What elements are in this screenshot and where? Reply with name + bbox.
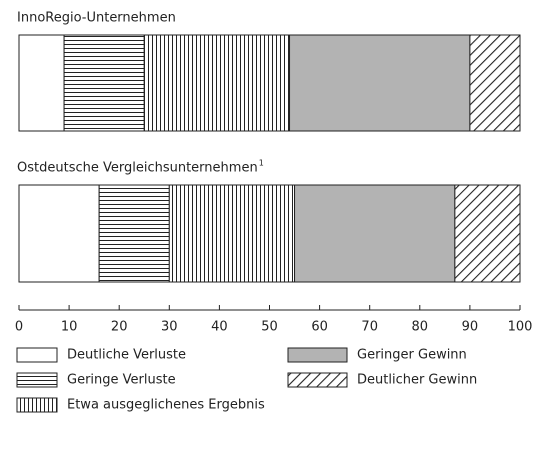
x-tick-label: 80: [412, 320, 429, 335]
legend-label: Etwa ausgeglichenes Ergebnis: [67, 398, 265, 413]
x-tick-label: 40: [211, 320, 228, 335]
bar-segment: [294, 184, 456, 283]
x-tick-label: 100: [508, 320, 533, 335]
x-tick-label: 10: [61, 320, 78, 335]
x-tick-label: 90: [462, 320, 479, 335]
legend-swatch: [16, 397, 58, 413]
legend-label: Geringe Verluste: [67, 373, 176, 388]
legend-swatch: [287, 372, 348, 388]
bar-title: Ostdeutsche Vergleichsunternehmen: [17, 161, 258, 176]
x-tick-label: 0: [15, 320, 23, 335]
bar-segment: [143, 34, 291, 132]
x-tick-label: 70: [361, 320, 378, 335]
bar-segment: [469, 34, 521, 132]
legend-label: Deutlicher Gewinn: [357, 373, 477, 388]
x-tick-label: 50: [261, 320, 278, 335]
legend-swatch: [16, 347, 58, 363]
footnote-mark: 1: [259, 159, 264, 168]
x-tick-label: 60: [311, 320, 328, 335]
bar-segment: [289, 34, 471, 132]
bar-segment: [168, 184, 296, 283]
legend-label: Deutliche Verluste: [67, 348, 186, 363]
bar-segment: [98, 184, 170, 283]
legend-swatch: [287, 347, 348, 363]
legend-swatch: [16, 372, 58, 388]
x-tick-label: 30: [161, 320, 178, 335]
x-tick-label: 20: [111, 320, 128, 335]
bar-segment: [63, 34, 145, 132]
legend-label: Geringer Gewinn: [357, 348, 467, 363]
bar-title: InnoRegio-Unternehmen: [17, 11, 176, 26]
bar-segment: [18, 184, 100, 283]
bar-segment: [454, 184, 521, 283]
bar-segment: [18, 34, 65, 132]
